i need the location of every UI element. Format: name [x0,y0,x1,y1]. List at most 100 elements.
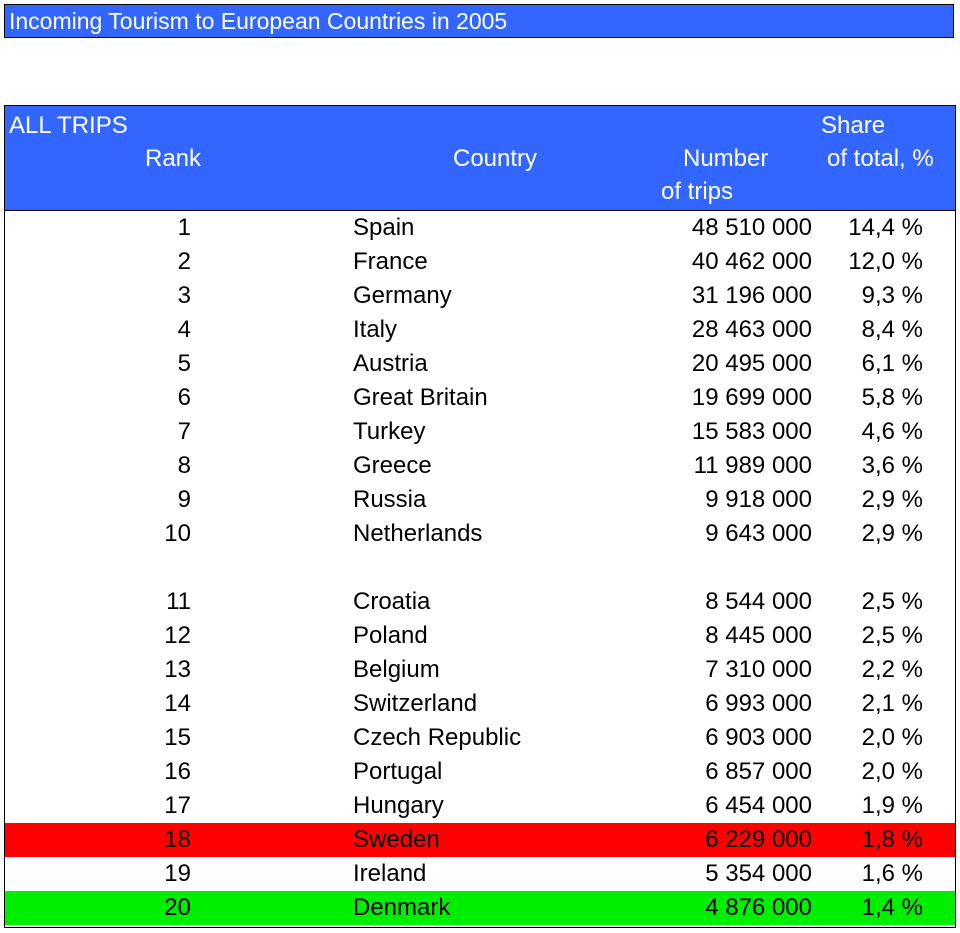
number-cell: 6 903 000 [705,724,812,751]
rank-cell: 16 [164,758,191,785]
table-row: 9 Russia 9 918 000 2,9 % [5,483,955,517]
all-trips-label: ALL TRIPS [9,112,128,139]
number-cell: 20 495 000 [691,350,812,377]
number-cell: 5 354 000 [705,860,812,887]
of-trips-header: of trips [661,178,734,205]
share-cell: 14,4 % [848,214,923,241]
table-row: 2 France 40 462 000 12,0 % [5,245,955,279]
share-cell: 9,3 % [861,282,923,309]
country-cell: Belgium [353,656,440,683]
share-cell: 6,1 % [861,350,923,377]
number-cell: 9 918 000 [705,486,812,513]
rank-cell: 6 [177,384,191,411]
rank-cell: 15 [164,724,191,751]
rank-header: Rank [145,145,202,172]
table-row: 17 Hungary 6 454 000 1,9 % [5,789,955,823]
share-cell: 3,6 % [861,452,923,479]
share-cell: 2,5 % [861,622,923,649]
share-cell: 2,0 % [861,724,923,751]
share-cell: 2,9 % [861,520,923,547]
number-cell: 8 544 000 [705,588,812,615]
country-cell: Spain [353,214,415,241]
rank-cell: 10 [164,520,191,547]
table-row: 4 Italy 28 463 000 8,4 % [5,313,955,347]
rank-cell: 13 [164,656,191,683]
share-cell: 2,9 % [861,486,923,513]
share-cell: 12,0 % [848,248,923,275]
table-row: 3 Germany 31 196 000 9,3 % [5,279,955,313]
table-row: 1 Spain 48 510 000 14,4 % [5,211,955,245]
country-cell: Hungary [353,792,444,819]
rank-cell: 8 [177,452,191,479]
rank-cell: 5 [177,350,191,377]
page-title: Incoming Tourism to European Countries i… [4,4,954,38]
table-row: 10 Netherlands 9 643 000 2,9 % [5,517,955,551]
rank-cell: 18 [164,826,191,853]
share-cell: 2,1 % [861,690,923,717]
number-cell: 48 510 000 [691,214,812,241]
rank-cell: 14 [164,690,191,717]
rank-cell: 19 [164,860,191,887]
number-cell: 7 310 000 [705,656,812,683]
number-cell: 4 876 000 [705,894,812,921]
country-cell: Italy [353,316,398,343]
number-cell: 19 699 000 [691,384,812,411]
share-cell: 2,5 % [861,588,923,615]
table-row: 18 Sweden 6 229 000 1,8 % [5,823,955,857]
number-cell: 8 445 000 [705,622,812,649]
country-cell: Russia [353,486,427,513]
country-cell: Czech Republic [353,724,522,751]
number-cell: 11 989 000 [693,452,812,479]
table-row: 7 Turkey 15 583 000 4,6 % [5,415,955,449]
number-cell: 6 229 000 [705,826,812,853]
table-row: 15 Czech Republic 6 903 000 2,0 % [5,721,955,755]
share-cell: 5,8 % [861,384,923,411]
country-cell: Germany [353,282,452,309]
table-row: 13 Belgium 7 310 000 2,2 % [5,653,955,687]
country-cell: Ireland [353,860,427,887]
table-row: 14 Switzerland 6 993 000 2,1 % [5,687,955,721]
table-row: 20 Denmark 4 876 000 1,4 % [5,891,955,925]
share-cell: 1,6 % [861,860,923,887]
rank-cell: 2 [177,248,191,275]
country-cell: Great Britain [353,384,488,411]
country-cell: Portugal [353,758,443,785]
rank-cell: 17 [164,792,191,819]
share-cell: 2,0 % [861,758,923,785]
share-header: Share [821,112,886,139]
number-cell: 15 583 000 [691,418,812,445]
rank-cell: 7 [177,418,191,445]
rank-cell: 12 [164,622,191,649]
rank-cell: 4 [177,316,191,343]
rank-cell: 11 [166,588,191,615]
share-cell: 2,2 % [861,656,923,683]
country-cell: Greece [353,452,432,479]
rank-cell: 3 [177,282,191,309]
share-cell: 1,9 % [861,792,923,819]
number-cell: 6 454 000 [705,792,812,819]
share-cell: 8,4 % [861,316,923,343]
country-cell: France [353,248,428,275]
country-cell: Netherlands [353,520,483,547]
table-row: 8 Greece 11 989 000 3,6 % [5,449,955,483]
number-cell: 31 196 000 [691,282,812,309]
country-cell: Austria [353,350,428,377]
country-cell: Poland [353,622,428,649]
table-row: 6 Great Britain 19 699 000 5,8 % [5,381,955,415]
country-cell: Croatia [353,588,431,615]
table-row: 5 Austria 20 495 000 6,1 % [5,347,955,381]
number-cell: 28 463 000 [691,316,812,343]
country-cell: Turkey [353,418,426,445]
country-cell: Switzerland [353,690,478,717]
table-row: 12 Poland 8 445 000 2,5 % [5,619,955,653]
rank-cell: 9 [177,486,191,513]
share-cell: 4,6 % [861,418,923,445]
share-cell: 1,4 % [861,894,923,921]
share-of-total-header: of total, % [827,145,934,172]
number-header: Number [683,145,769,172]
table-row: 11 Croatia 8 544 000 2,5 % [5,585,955,619]
table-header: ALL TRIPS Share Rank Country Number of t… [4,105,956,211]
number-cell: 6 993 000 [705,690,812,717]
table-body: 1 Spain 48 510 000 14,4 % 2 France 40 462 000 1… [4,211,956,928]
rank-cell: 1 [177,214,191,241]
